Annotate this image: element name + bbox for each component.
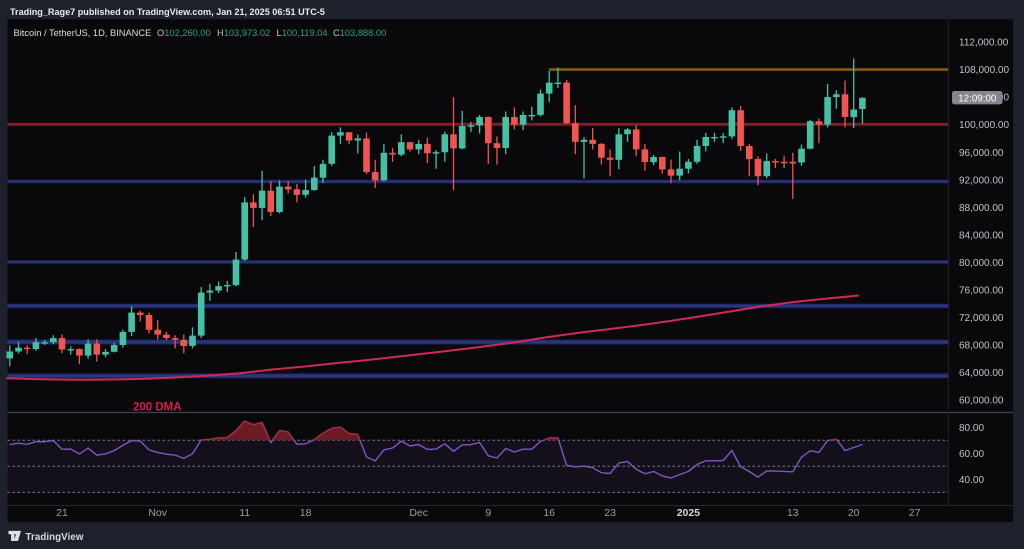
svg-text:11: 11 xyxy=(239,507,250,519)
svg-text:23: 23 xyxy=(604,507,616,519)
svg-text:TradingView: TradingView xyxy=(26,532,84,543)
svg-text:20: 20 xyxy=(848,507,860,519)
svg-text:L100,119.04: L100,119.04 xyxy=(277,28,328,38)
svg-text:88,000.00: 88,000.00 xyxy=(959,203,1004,214)
svg-text:Nov: Nov xyxy=(148,507,167,519)
svg-text:68,000.00: 68,000.00 xyxy=(959,341,1004,352)
svg-text:60.00: 60.00 xyxy=(959,449,984,460)
svg-text:9: 9 xyxy=(485,507,491,519)
svg-text:C103,888.00: C103,888.00 xyxy=(333,28,386,38)
svg-text:100,000.00: 100,000.00 xyxy=(959,120,1009,131)
svg-text:H103,973.02: H103,973.02 xyxy=(217,28,270,38)
svg-text:76,000.00: 76,000.00 xyxy=(959,286,1004,297)
svg-text:64,000.00: 64,000.00 xyxy=(959,368,1004,379)
svg-text:2025: 2025 xyxy=(677,507,701,519)
svg-text:72,000.00: 72,000.00 xyxy=(959,313,1004,324)
svg-text:O102,260.00: O102,260.00 xyxy=(157,28,211,38)
svg-text:27: 27 xyxy=(909,507,921,519)
svg-text:21: 21 xyxy=(56,507,68,519)
svg-text:80.00: 80.00 xyxy=(959,423,984,434)
svg-text:200 DMA: 200 DMA xyxy=(133,401,182,413)
svg-text:96,000.00: 96,000.00 xyxy=(959,148,1004,159)
svg-text:108,000.00: 108,000.00 xyxy=(959,65,1009,76)
svg-text:84,000.00: 84,000.00 xyxy=(959,230,1004,241)
svg-text:13: 13 xyxy=(787,507,799,519)
svg-text:112,000.00: 112,000.00 xyxy=(959,38,1009,49)
svg-text:18: 18 xyxy=(300,507,312,519)
svg-text:Bitcoin / TetherUS, 1D, BINANC: Bitcoin / TetherUS, 1D, BINANCE xyxy=(14,28,152,38)
svg-text:40.00: 40.00 xyxy=(959,475,984,486)
svg-text:92,000.00: 92,000.00 xyxy=(959,175,1004,186)
svg-text:12:09:00: 12:09:00 xyxy=(958,93,997,104)
svg-text:60,000.00: 60,000.00 xyxy=(959,396,1004,407)
svg-text:16: 16 xyxy=(543,507,555,519)
svg-text:Dec: Dec xyxy=(409,507,428,519)
svg-text:80,000.00: 80,000.00 xyxy=(959,258,1004,269)
svg-text:Trading_Rage7 published on Tra: Trading_Rage7 published on TradingView.c… xyxy=(10,7,325,17)
